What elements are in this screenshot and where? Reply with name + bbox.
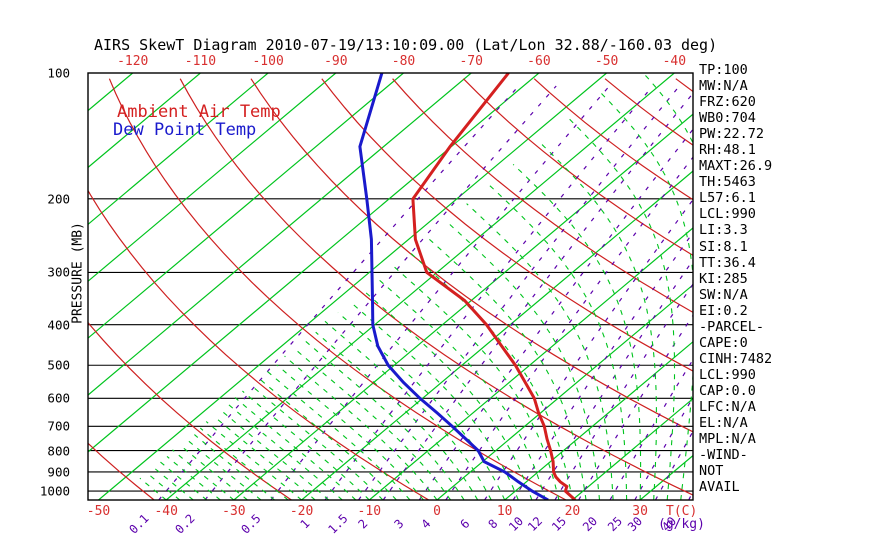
pressure-tick-label: 500 — [47, 357, 70, 373]
skewt-grid — [88, 73, 693, 500]
pressure-tick-label: 300 — [47, 264, 70, 280]
sounding-index-mw: MW:N/A — [699, 78, 748, 95]
pressure-tick-label: 200 — [47, 191, 70, 207]
pressure-tick-label: 1000 — [39, 483, 70, 499]
top-temp-tick-label: -60 — [527, 54, 551, 69]
sounding-index-parcel: -PARCEL- — [699, 318, 765, 335]
sounding-index-mpl: MPL:N/A — [699, 431, 756, 448]
top-temp-tick-label: -120 — [117, 54, 149, 69]
top-temp-tick-label: -110 — [184, 54, 217, 69]
sounding-index-lcl: LCL:990 — [699, 206, 756, 223]
legend-dew-point-temp: Dew Point Temp — [113, 120, 257, 140]
sounding-index-tp: TP:100 — [699, 62, 748, 78]
top-temp-tick-label: -70 — [459, 54, 483, 69]
sounding-index-lfc: LFC:N/A — [699, 398, 756, 415]
sounding-index-el: EL:N/A — [699, 415, 748, 432]
pressure-tick-label: 800 — [47, 443, 70, 459]
sounding-index-maxt: MAXT:26.9 — [699, 158, 773, 175]
top-temp-tick-label: -40 — [662, 54, 687, 69]
sounding-index-li: LI:3.3 — [699, 222, 748, 239]
pressure-tick-label: 400 — [47, 317, 70, 333]
sounding-index-l57: L57:6.1 — [699, 190, 756, 207]
temp-unit-label: T(C) — [666, 504, 698, 519]
pressure-axis-title: PRESSURE (MB) — [70, 222, 86, 324]
sounding-index-cape: CAPE:0 — [699, 334, 748, 351]
bottom-temp-tick-label: -30 — [222, 504, 246, 519]
sounding-index-rh: RH:48.1 — [699, 142, 756, 159]
bottom-temp-tick-label: 30 — [632, 504, 648, 519]
ambient-temp-curve — [411, 73, 577, 500]
sounding-index-ei: EI:0.2 — [699, 302, 748, 319]
top-temp-tick-label: -100 — [252, 54, 284, 69]
legend-ambient-air-temp: Ambient Air Temp — [117, 102, 281, 122]
pressure-tick-label: 100 — [47, 65, 70, 81]
pressure-tick-label: 900 — [47, 464, 70, 480]
sounding-index-wb0: WB0:704 — [699, 110, 756, 127]
sounding-index-sw: SW:N/A — [699, 286, 748, 303]
sounding-index-si: SI:8.1 — [699, 238, 748, 255]
bottom-temp-tick-label: 10 — [496, 504, 513, 519]
sounding-index-wind: -WIND- — [699, 447, 748, 464]
sounding-index-tt: TT:36.4 — [699, 254, 756, 271]
pressure-tick-label: 700 — [47, 418, 70, 434]
bottom-temp-tick-label: 20 — [564, 504, 581, 519]
bottom-temp-tick-label: 0 — [433, 504, 441, 519]
sounding-index-th: TH:5463 — [699, 174, 756, 191]
sounding-index-lcl: LCL:990 — [699, 366, 756, 383]
sounding-index-ki: KI:285 — [699, 270, 748, 287]
top-temp-tick-label: -50 — [594, 54, 619, 69]
bottom-temp-tick-label: -40 — [154, 504, 178, 519]
plot-frame — [87, 72, 694, 501]
bottom-temp-tick-label: -20 — [289, 504, 314, 519]
bottom-temp-tick-label: -50 — [86, 504, 111, 519]
sounding-indices-panel: TP:100 MW:N/A FRZ:620 WB0:704 PW:22.72 RH:48.… — [699, 62, 869, 495]
top-temp-tick-label: -90 — [324, 54, 348, 69]
bottom-temp-tick-label: -10 — [357, 504, 382, 519]
page-title: AIRS SkewT Diagram 2010-07-19/13:10:09.0… — [94, 36, 718, 54]
sounding-index-avail: AVAIL — [699, 479, 740, 496]
sounding-index-pw: PW:22.72 — [699, 126, 765, 143]
sounding-index-cinh: CINH:7482 — [699, 350, 773, 367]
sounding-index-cap: CAP:0.0 — [699, 382, 756, 399]
sounding-index-frz: FRZ:620 — [699, 94, 756, 111]
pressure-tick-label: 600 — [47, 390, 70, 406]
dew-point-curve — [358, 73, 549, 500]
top-temp-tick-label: -80 — [391, 54, 416, 69]
mixing-unit-label: (g/kg) — [658, 517, 705, 532]
sounding-index-not: NOT — [699, 463, 724, 480]
